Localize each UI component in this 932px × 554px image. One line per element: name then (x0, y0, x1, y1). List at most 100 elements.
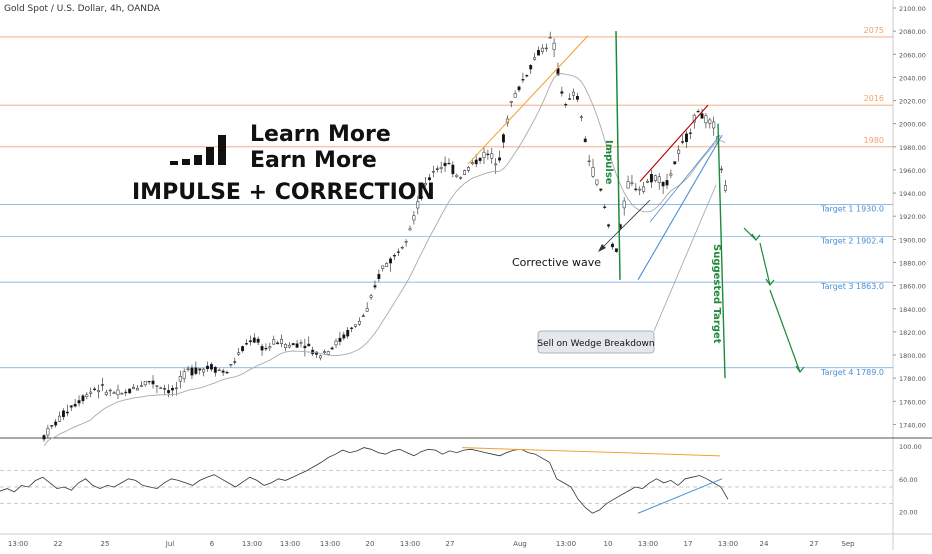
candle-body (669, 173, 673, 176)
time-tick-label: Sep (841, 540, 855, 548)
price-tick-label: 2060.00 (899, 51, 926, 59)
candle-body (108, 389, 112, 392)
candle-body (700, 113, 704, 119)
price-tick-label: 1980.00 (899, 144, 926, 152)
candle-body (723, 185, 727, 191)
candle-body (392, 255, 396, 257)
candle-body (712, 121, 716, 129)
time-tick-label: 13:00 (400, 540, 420, 548)
candle-body (365, 308, 369, 312)
candle-body (435, 168, 439, 170)
candle-body (404, 241, 408, 243)
price-tick-label: 1900.00 (899, 236, 926, 244)
candle-body (579, 116, 583, 118)
candle-body (178, 376, 182, 382)
candle-body (373, 285, 377, 288)
time-tick-label: 13:00 (8, 540, 28, 548)
price-tick-label: 2040.00 (899, 74, 926, 82)
time-tick-label: 6 (210, 540, 215, 548)
candle-body (89, 391, 93, 394)
price-tick-label: 1860.00 (899, 283, 926, 291)
time-tick-label: 13:00 (556, 540, 576, 548)
candle-body (447, 162, 451, 165)
candle-body (291, 343, 295, 346)
candle-body (155, 385, 159, 387)
candle-body (420, 196, 424, 198)
rsi-divergence-line (461, 447, 721, 457)
candle-body (167, 390, 171, 394)
price-tick-label: 1880.00 (899, 259, 926, 267)
candle-body (81, 395, 85, 402)
price-tick-label: 1820.00 (899, 329, 926, 337)
candle-body (151, 380, 155, 385)
candle-body (237, 352, 241, 355)
candle-body (229, 363, 233, 366)
target-label: Target 3 1863.0 (820, 282, 884, 291)
wedge-upper-line (639, 104, 709, 182)
candle-body (490, 153, 494, 159)
time-tick-label: 13:00 (280, 540, 300, 548)
candle-body (626, 181, 630, 189)
time-tick-label: 27 (446, 540, 455, 548)
candle-body (509, 101, 513, 103)
time-tick-label: 27 (810, 540, 819, 548)
candle-body (607, 224, 611, 227)
level-label: 1980 (864, 136, 884, 145)
candle-body (649, 174, 653, 183)
candle-body (124, 391, 128, 394)
candle-body (377, 273, 381, 280)
candle-body (529, 64, 533, 70)
candle-body (498, 157, 502, 161)
candle-body (260, 346, 264, 351)
time-tick-label: 20 (366, 540, 375, 548)
price-tick-label: 2020.00 (899, 98, 926, 106)
candle-body (276, 342, 280, 345)
candle-body (521, 79, 525, 81)
candle-body (182, 371, 186, 379)
time-tick-label: 25 (101, 540, 110, 548)
candle-body (350, 327, 354, 329)
candle-body (443, 162, 447, 167)
candle-body (591, 167, 595, 177)
candle-body (642, 186, 646, 192)
candle-body (463, 170, 466, 175)
headline: IMPULSE + CORRECTION (132, 180, 435, 205)
target-label: Target 1 1930.0 (820, 205, 884, 214)
candle-body (280, 338, 283, 344)
rsi-tick-label: 60.00 (899, 476, 918, 484)
candle-body (720, 168, 723, 171)
candle-body (611, 243, 614, 248)
candle-body (307, 343, 311, 347)
target-label: Target 2 1902.4 (820, 237, 884, 246)
sma-line (43, 73, 726, 447)
candle-body (470, 162, 474, 164)
price-tick-label: 2100.00 (899, 5, 926, 13)
candle-body (502, 134, 505, 143)
time-tick-label: Jul (165, 540, 175, 548)
candle-body (657, 176, 661, 183)
candle-body (474, 159, 478, 165)
candle-body (241, 346, 245, 352)
candle-body (213, 366, 217, 373)
candle-body (46, 428, 50, 436)
price-tick-label: 2000.00 (899, 121, 926, 129)
price-tick-label: 2080.00 (899, 28, 926, 36)
candle-body (408, 228, 412, 231)
signal-bars-icon (170, 135, 234, 165)
candle-body (256, 338, 260, 343)
chart-title: Gold Spot / U.S. Dollar, 4h, OANDA (4, 4, 160, 14)
candle-body (603, 206, 607, 208)
wedge-lower-line (637, 134, 723, 281)
rsi-tick-label: 20.00 (899, 509, 918, 517)
candle-body (100, 384, 104, 386)
candle-body (186, 368, 190, 370)
candle-body (587, 160, 591, 162)
candle-body (190, 367, 194, 376)
rsi-tick-label: 100.00 (899, 443, 922, 451)
candle-body (552, 42, 556, 50)
candle-body (389, 258, 392, 264)
candle-body (268, 346, 272, 349)
candle-body (653, 175, 657, 181)
